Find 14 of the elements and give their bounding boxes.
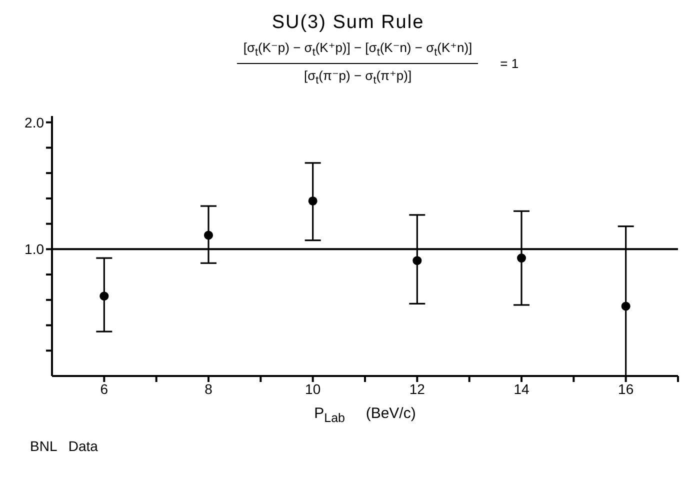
text: [σ$_{t}$(K⁻p) − σ$_{t}$(K⁺p)] − [σ$_{t}$(K⁻n) − σ$_{t}$(K⁺n)]	[243, 40, 472, 59]
text: BNL Data	[30, 438, 98, 454]
y-tick-label: 2.0	[24, 114, 44, 130]
x-tick-label: 10	[305, 380, 321, 397]
text: [σ$_{t}$(π⁻p) − σ$_{t}$(π⁺p)]	[304, 68, 412, 86]
y-tick-label: 1.0	[24, 241, 44, 258]
x-tick-label: 14	[514, 380, 530, 397]
x-tick-label: 12	[409, 380, 426, 397]
text: = 1	[500, 56, 519, 71]
chart-title: SU(3) Sum Rule	[270, 12, 426, 34]
x-tick-label: 6	[100, 380, 108, 397]
text: P$_{Lab}$ (BeV/c)	[314, 405, 416, 425]
x-tick-label: 16	[618, 380, 634, 397]
x-tick-label: 8	[204, 380, 213, 397]
